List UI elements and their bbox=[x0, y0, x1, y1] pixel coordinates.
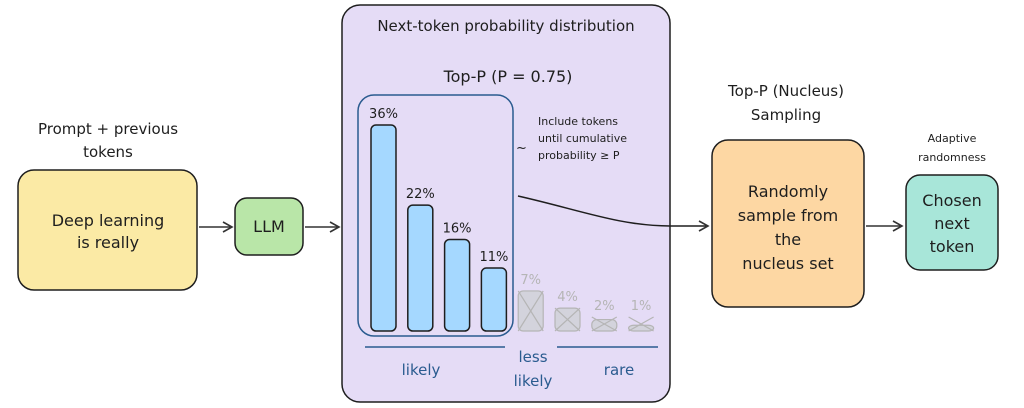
nucleus-outline bbox=[357, 94, 514, 337]
output-label-line-1: Adaptive bbox=[928, 132, 977, 145]
prompt-text-line-1: Deep learning bbox=[52, 211, 165, 230]
bar-included bbox=[407, 204, 434, 332]
bar-value-label: 4% bbox=[557, 290, 578, 305]
bar-value-label: 2% bbox=[594, 299, 615, 314]
input-label-line-1: Prompt + previous bbox=[38, 120, 178, 138]
group-less-likely-2: likely bbox=[514, 372, 553, 390]
distribution-subtitle: Top-P (P = 0.75) bbox=[443, 67, 573, 86]
group-likely: likely bbox=[402, 361, 441, 379]
output-label-line-2: randomness bbox=[918, 151, 986, 164]
output-text-line-1: Chosen bbox=[922, 191, 981, 210]
output-text-line-3: token bbox=[930, 237, 975, 256]
group-less-likely-1: less bbox=[518, 348, 547, 366]
annotation-line-3: probability ≥ P bbox=[538, 149, 620, 162]
cross-out-mark bbox=[517, 290, 544, 332]
bar-excluded bbox=[627, 324, 655, 332]
output-text-line-2: next bbox=[934, 214, 969, 233]
arrow-nucleus-to-sampling bbox=[517, 195, 710, 232]
group-rare: rare bbox=[604, 361, 634, 379]
prompt-box bbox=[17, 169, 198, 291]
bar-included bbox=[443, 238, 471, 332]
annotation-line-2: until cumulative bbox=[538, 132, 627, 145]
cross-out-mark bbox=[628, 316, 654, 332]
sampling-text-line-2: sample from bbox=[738, 206, 839, 225]
bar-value-label: 7% bbox=[520, 273, 541, 288]
prompt-text-line-2: is really bbox=[77, 233, 139, 252]
bar-included bbox=[480, 267, 508, 332]
llm-box bbox=[234, 197, 304, 256]
cross-out-mark bbox=[554, 307, 581, 332]
bar-value-label: 22% bbox=[406, 187, 435, 202]
sampling-box bbox=[711, 139, 865, 308]
bar-value-label: 1% bbox=[631, 299, 652, 314]
annotation-line-1: Include tokens bbox=[538, 115, 618, 128]
bar-value-label: 11% bbox=[479, 250, 508, 265]
bar-value-label: 16% bbox=[443, 221, 472, 236]
input-label-line-2: tokens bbox=[83, 143, 133, 161]
cross-out-mark bbox=[591, 316, 618, 332]
sampling-label-line-2: Sampling bbox=[751, 106, 821, 124]
bar-included bbox=[370, 124, 397, 332]
distribution-title: Next-token probability distribution bbox=[377, 17, 634, 35]
sampling-text-line-4: nucleus set bbox=[742, 254, 833, 273]
bars-group: 36% 22% 16% 11% 7% 4% 2% 1% bbox=[369, 107, 655, 332]
sampling-label-line-1: Top-P (Nucleus) bbox=[727, 82, 844, 100]
tilde-connector: ~ bbox=[516, 141, 527, 156]
sampling-text-line-3: the bbox=[775, 230, 801, 249]
output-box bbox=[905, 174, 999, 271]
bar-value-label: 36% bbox=[369, 107, 398, 122]
llm-label: LLM bbox=[253, 217, 285, 236]
sampling-text-line-1: Randomly bbox=[748, 182, 828, 201]
